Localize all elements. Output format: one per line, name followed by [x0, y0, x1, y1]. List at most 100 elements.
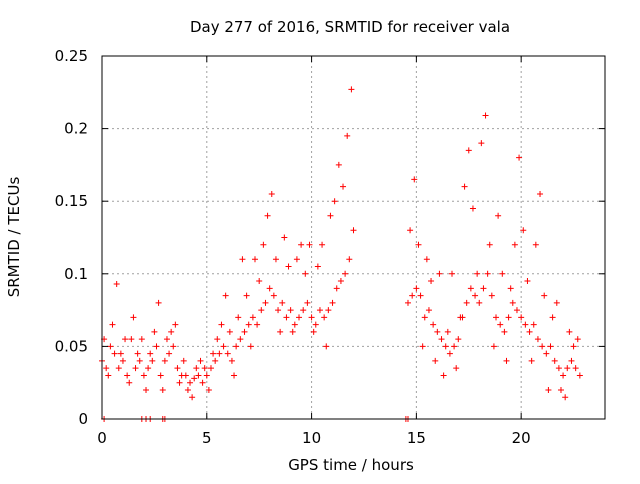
- grid-lines: [102, 56, 605, 419]
- data-point: [124, 372, 131, 379]
- data-point: [109, 321, 116, 328]
- data-point: [321, 314, 328, 321]
- data-point: [268, 190, 275, 197]
- data-point: [216, 350, 223, 357]
- data-point: [212, 357, 219, 364]
- data-point: [314, 263, 321, 270]
- data-point: [197, 357, 204, 364]
- x-tick-label: 5: [202, 429, 212, 447]
- data-point: [451, 343, 458, 350]
- data-point: [136, 357, 143, 364]
- data-point: [323, 343, 330, 350]
- y-tick-label: 0.15: [55, 192, 88, 210]
- x-tick-label: 0: [97, 429, 107, 447]
- data-point: [214, 336, 221, 343]
- data-point: [486, 241, 493, 248]
- y-tick-label: 0.2: [64, 120, 88, 138]
- data-point: [180, 357, 187, 364]
- data-point: [346, 256, 353, 263]
- data-point: [117, 350, 124, 357]
- data-point: [534, 336, 541, 343]
- data-point: [304, 299, 311, 306]
- data-point: [480, 285, 487, 292]
- data-point: [342, 270, 349, 277]
- data-point: [530, 321, 537, 328]
- data-point: [574, 336, 581, 343]
- data-point: [564, 365, 571, 372]
- data-point: [404, 299, 411, 306]
- chart-title: Day 277 of 2016, SRMTID for receiver val…: [190, 18, 510, 36]
- data-point: [270, 292, 277, 299]
- series-group: [99, 227, 583, 386]
- data-point: [254, 321, 261, 328]
- data-point: [467, 285, 474, 292]
- data-point: [256, 278, 263, 285]
- data-point: [472, 292, 479, 299]
- data-point: [182, 372, 189, 379]
- data-point: [143, 386, 150, 393]
- data-point: [513, 307, 520, 314]
- data-point: [423, 256, 430, 263]
- data-point: [440, 372, 447, 379]
- data-point: [191, 375, 198, 382]
- data-point: [516, 154, 523, 161]
- data-point: [159, 386, 166, 393]
- data-point: [511, 241, 518, 248]
- data-point: [279, 299, 286, 306]
- data-point: [344, 132, 351, 139]
- data-point: [421, 314, 428, 321]
- data-point: [545, 386, 552, 393]
- data-point: [272, 256, 279, 263]
- data-point: [157, 372, 164, 379]
- data-point: [132, 365, 139, 372]
- data-point: [419, 343, 426, 350]
- data-point: [413, 285, 420, 292]
- data-point: [432, 357, 439, 364]
- data-point: [210, 350, 217, 357]
- data-point: [520, 227, 527, 234]
- data-point: [507, 285, 514, 292]
- y-tick-label: 0.05: [55, 337, 88, 355]
- data-point: [233, 343, 240, 350]
- data-point: [310, 328, 317, 335]
- data-point: [218, 321, 225, 328]
- data-point: [551, 357, 558, 364]
- data-point: [560, 372, 567, 379]
- data-point: [153, 343, 160, 350]
- data-point: [113, 280, 120, 287]
- data-point: [145, 365, 152, 372]
- data-point: [461, 183, 468, 190]
- data-point: [115, 365, 122, 372]
- x-axis-label: GPS time / hours: [288, 456, 414, 474]
- data-point: [224, 350, 231, 357]
- data-point: [553, 299, 560, 306]
- data-point: [130, 314, 137, 321]
- data-point: [247, 343, 254, 350]
- data-point: [151, 328, 158, 335]
- data-point: [497, 321, 504, 328]
- data-point: [455, 336, 462, 343]
- data-point: [119, 357, 126, 364]
- data-point: [111, 350, 118, 357]
- data-point: [438, 336, 445, 343]
- data-point: [446, 350, 453, 357]
- data-point: [203, 372, 210, 379]
- data-point: [291, 321, 298, 328]
- data-point: [505, 314, 512, 321]
- data-point: [469, 205, 476, 212]
- data-point: [327, 212, 334, 219]
- data-point: [316, 307, 323, 314]
- data-point: [243, 292, 250, 299]
- data-point: [205, 386, 212, 393]
- data-point: [285, 263, 292, 270]
- data-point: [207, 365, 214, 372]
- data-point: [350, 227, 357, 234]
- data-point: [488, 292, 495, 299]
- data-point: [222, 292, 229, 299]
- data-point: [251, 256, 258, 263]
- data-point: [264, 212, 271, 219]
- data-point: [134, 350, 141, 357]
- data-point: [541, 292, 548, 299]
- data-point: [149, 357, 156, 364]
- data-point: [103, 365, 110, 372]
